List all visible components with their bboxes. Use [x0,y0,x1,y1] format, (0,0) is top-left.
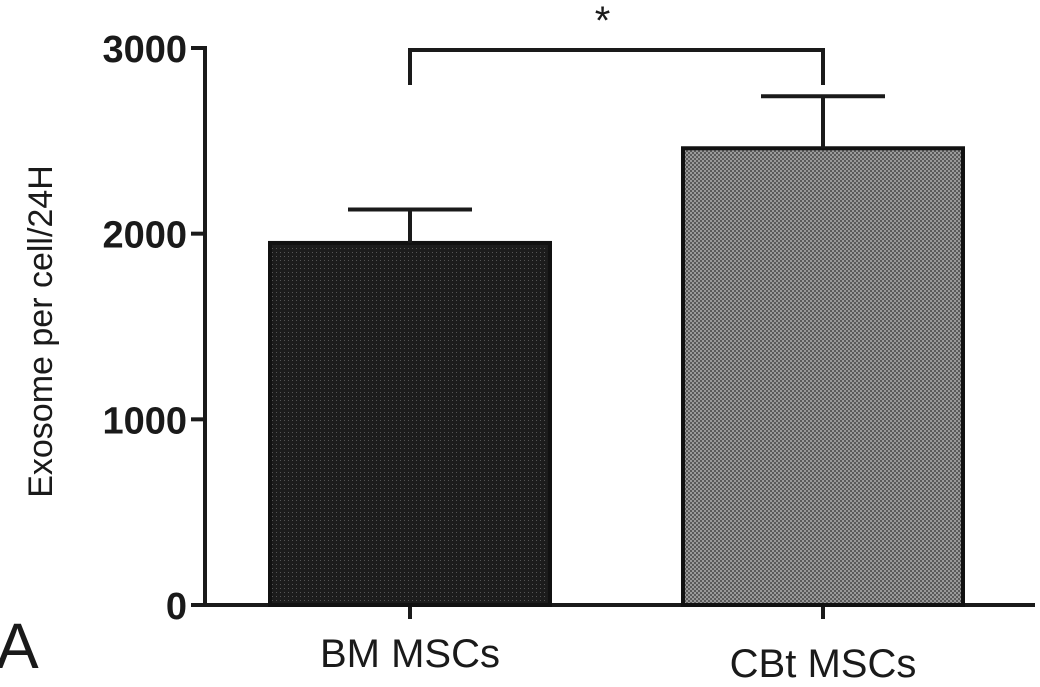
bar [268,240,552,607]
x-tick-label: CBt MSCs [730,642,917,686]
x-tick-label: BM MSCs [320,632,500,676]
significance-label: * [595,0,611,43]
bar [681,146,965,607]
axis-labels: 0 1000 2000 3000 BM MSCs CBt MSCs [102,29,916,686]
y-tick-label: 0 [166,586,187,628]
y-tick-label: 1000 [102,400,187,442]
error-bars [348,94,885,243]
y-axis-label: Exosome per cell/24H [22,165,60,498]
significance-bracket-line [408,48,825,85]
bars [268,146,965,607]
y-tick-label: 2000 [102,215,187,257]
y-tick-label: 3000 [102,29,187,71]
panel-label: A [0,610,39,682]
significance-bracket: * [408,0,825,85]
